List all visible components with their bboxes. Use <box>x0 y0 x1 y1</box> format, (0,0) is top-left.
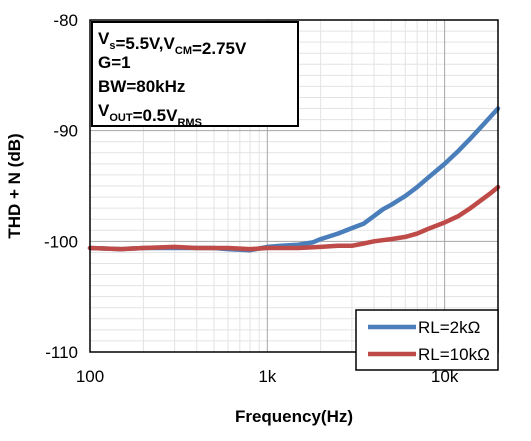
y-tick-label: -110 <box>45 343 78 362</box>
y-tick-labels: -80 -90 -100 -110 <box>44 11 78 362</box>
annotation-line: G=1 <box>98 53 131 72</box>
series-line-2 <box>87 184 501 252</box>
y-tick-label: -90 <box>53 122 78 141</box>
y-tick-label: -100 <box>44 232 78 251</box>
annotation-line: VOUT=0.5VRMS <box>98 101 202 129</box>
plot-frame <box>89 19 499 353</box>
x-tick-label: 10k <box>431 367 459 386</box>
y-axis-title: THD + N (dB) <box>5 133 24 238</box>
x-tick-label: 1k <box>258 367 276 386</box>
x-axis-title: Frequency(Hz) <box>235 407 353 426</box>
y-tick-label: -80 <box>53 11 78 30</box>
x-tick-labels: 100 1k 10k <box>76 367 459 386</box>
legend-label: RL=2kΩ <box>418 318 480 337</box>
legend-label: RL=10kΩ <box>418 345 490 364</box>
annotation-line: BW=80kHz <box>98 77 185 96</box>
legend: RL=2kΩ RL=10kΩ <box>355 309 499 371</box>
x-tick-label: 100 <box>76 367 104 386</box>
legend-box <box>355 309 499 371</box>
series-layer <box>87 106 501 253</box>
annotation-box <box>91 21 299 127</box>
annotation-line: Vs=5.5V,VCM=2.75V <box>98 29 247 58</box>
